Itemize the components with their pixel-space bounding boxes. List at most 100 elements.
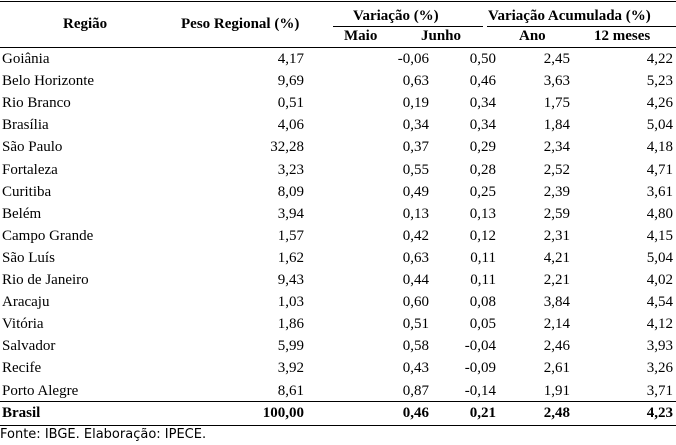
cell-ano: 2,21 [543, 272, 570, 288]
cell-12-meses: 4,80 [646, 205, 673, 222]
table-row: Vitória 1,86 0,51 0,05 2,14 4,12 [0, 313, 676, 335]
cell-regiao: Fortaleza [2, 161, 58, 178]
cell-regiao: Porto Alegre [2, 382, 79, 399]
header-maio: Maio [344, 28, 378, 44]
table-row: Curitiba 8,09 0,49 0,25 2,39 3,61 [0, 181, 676, 203]
cell-junho: 0,28 [469, 161, 496, 178]
table-row: Aracaju 1,03 0,60 0,08 3,84 4,54 [0, 291, 676, 313]
cell-peso: 0,51 [277, 95, 304, 112]
cell-regiao: Vitória [2, 316, 44, 333]
cell-maio: 0,60 [402, 294, 429, 311]
cell-regiao: Belo Horizonte [2, 73, 95, 90]
cell-12-meses: 4,22 [646, 51, 673, 67]
cell-peso: 1,03 [277, 294, 304, 311]
cell-maio: 0,51 [402, 316, 429, 333]
cell-junho: -0,09 [464, 360, 496, 377]
table-row: Recife 3,92 0,43 -0,09 2,61 3,26 [0, 357, 676, 379]
cell-maio: 0,49 [402, 183, 429, 200]
cell-peso: 4,06 [277, 117, 304, 134]
cell-junho: -0,14 [464, 382, 496, 399]
header-variacao-acumulada: Variação Acumulada (%) [488, 8, 651, 24]
group-rule-acumulada [487, 26, 676, 27]
table-row: Salvador 5,99 0,58 -0,04 2,46 3,93 [0, 335, 676, 357]
cell-maio: 0,13 [402, 205, 429, 222]
table-row: São Paulo 32,28 0,37 0,29 2,34 4,18 [0, 136, 676, 158]
cell-regiao: Belém [2, 205, 42, 222]
header-regiao: Região [63, 16, 108, 32]
total-rule [0, 401, 676, 402]
top-rule [0, 1, 676, 2]
cell-ano: 2,61 [543, 360, 570, 377]
cell-regiao: Campo Grande [2, 227, 94, 244]
cell-12-meses: 5,23 [646, 73, 673, 90]
cell-junho: 0,12 [469, 227, 496, 244]
cell-ano: 2,31 [543, 227, 570, 244]
cell-junho: 0,50 [469, 51, 496, 67]
table-row: Brasília 4,06 0,34 0,34 1,84 5,04 [0, 114, 676, 136]
cell-peso: 8,09 [277, 183, 304, 200]
cell-peso: 1,57 [277, 227, 304, 244]
cell-junho: 0,11 [470, 272, 496, 288]
header-ano: Ano [519, 28, 546, 44]
cell-12-meses: 4,18 [646, 139, 673, 156]
cell-12-meses: 4,54 [646, 294, 673, 311]
cell-12-meses: 4,12 [646, 316, 673, 333]
cell-peso: 4,17 [277, 51, 304, 67]
cell-ano: 2,48 [543, 405, 570, 421]
cell-maio: -0,06 [397, 51, 429, 67]
cell-ano: 1,75 [543, 95, 570, 112]
cell-regiao: Brasil [2, 405, 41, 421]
cell-junho: 0,29 [469, 139, 496, 156]
cell-peso: 1,86 [277, 316, 304, 333]
table-row: Belo Horizonte 9,69 0,63 0,46 3,63 5,23 [0, 70, 676, 92]
table-row: Fortaleza 3,23 0,55 0,28 2,52 4,71 [0, 159, 676, 181]
cell-12-meses: 3,26 [646, 360, 673, 377]
cell-peso: 3,94 [277, 205, 304, 222]
cell-ano: 2,39 [543, 183, 570, 200]
cell-regiao: Brasília [2, 117, 49, 134]
cell-regiao: Rio de Janeiro [2, 272, 89, 288]
table-row: Campo Grande 1,57 0,42 0,12 2,31 4,15 [0, 225, 676, 247]
cell-ano: 3,84 [543, 294, 570, 311]
cell-regiao: Recife [2, 360, 42, 377]
cell-regiao: Salvador [2, 338, 56, 355]
header-junho: Junho [421, 28, 462, 44]
cell-12-meses: 3,93 [646, 338, 673, 355]
cell-12-meses: 3,61 [646, 183, 673, 200]
cell-peso: 9,69 [277, 73, 304, 90]
cell-junho: 0,13 [469, 205, 496, 222]
cell-maio: 0,43 [402, 360, 429, 377]
table-row: São Luís 1,62 0,63 0,11 4,21 5,04 [0, 247, 676, 269]
cell-junho: -0,04 [464, 338, 496, 355]
cell-junho: 0,25 [469, 183, 496, 200]
header-peso: Peso Regional (%) [181, 16, 300, 32]
cell-ano: 1,84 [543, 117, 570, 134]
cell-maio: 0,42 [402, 227, 429, 244]
cell-12-meses: 3,71 [646, 382, 673, 399]
cell-ano: 3,63 [543, 73, 570, 90]
cell-maio: 0,19 [402, 95, 429, 112]
cell-junho: 0,08 [469, 294, 496, 311]
cell-peso: 5,99 [277, 338, 304, 355]
header-variacao: Variação (%) [353, 8, 439, 24]
cell-maio: 0,55 [402, 161, 429, 178]
cell-12-meses: 4,71 [646, 161, 673, 178]
cell-peso: 3,23 [277, 161, 304, 178]
cell-maio: 0,63 [402, 73, 429, 90]
cell-maio: 0,46 [402, 405, 429, 421]
cell-12-meses: 4,23 [646, 405, 673, 421]
table-row: Rio de Janeiro 9,43 0,44 0,11 2,21 4,02 [0, 269, 676, 291]
cell-regiao: Aracaju [2, 294, 50, 311]
cell-ano: 4,21 [543, 249, 570, 266]
table-row: Rio Branco 0,51 0,19 0,34 1,75 4,26 [0, 92, 676, 114]
cell-junho: 0,46 [469, 73, 496, 90]
cell-maio: 0,63 [402, 249, 429, 266]
cell-peso: 1,62 [277, 249, 304, 266]
cell-12-meses: 5,04 [646, 249, 673, 266]
cell-regiao: São Luís [2, 249, 55, 266]
table-row: Porto Alegre 8,61 0,87 -0,14 1,91 3,71 [0, 380, 676, 402]
cell-ano: 2,59 [543, 205, 570, 222]
cell-junho: 0,34 [469, 95, 496, 112]
cell-maio: 0,34 [402, 117, 429, 134]
group-rule-variacao [333, 26, 483, 27]
